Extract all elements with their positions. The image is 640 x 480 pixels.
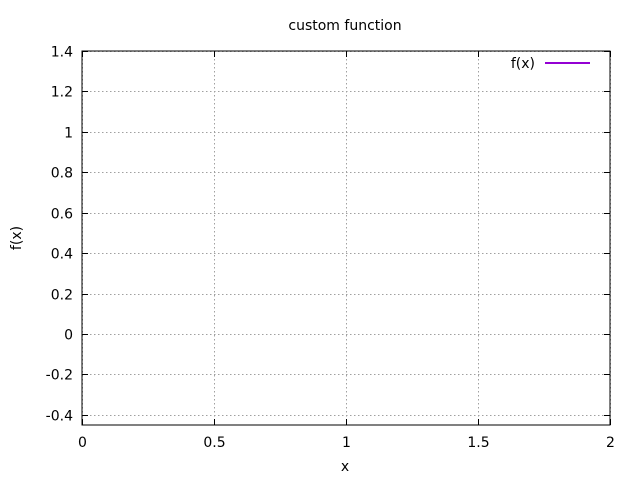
x-tick-label: 1: [342, 435, 351, 451]
ticks: -0.4 -0.2 0 0.2 0.4 0.6 0.8 1 1.2 1.4 0 0.5 1 1.5 2: [46, 45, 615, 452]
y-tick-label: 0.6: [51, 207, 73, 223]
y-tick-label: -0.4: [46, 409, 73, 425]
legend-label-fx: f(x): [511, 56, 535, 72]
chart-title: custom function: [288, 18, 401, 34]
y-axis-label: f(x): [9, 226, 25, 250]
y-tick-label: -0.2: [46, 368, 73, 384]
x-tick-label: 2: [606, 435, 615, 451]
y-tick-label: 0.4: [51, 247, 73, 263]
x-tick-label: 0.5: [203, 435, 225, 451]
y-tick-label: 0.8: [51, 166, 73, 182]
x-tick-label: 1.5: [467, 435, 489, 451]
x-tick-label: 0: [78, 435, 87, 451]
y-tick-label: 0: [64, 328, 73, 344]
x-axis-label: x: [341, 459, 349, 475]
legend: f(x): [511, 56, 590, 72]
y-tick-label: 1.4: [51, 45, 73, 61]
y-tick-label: 1: [64, 126, 73, 142]
y-tick-label: 0.2: [51, 288, 73, 304]
y-tick-label: 1.2: [51, 85, 73, 101]
